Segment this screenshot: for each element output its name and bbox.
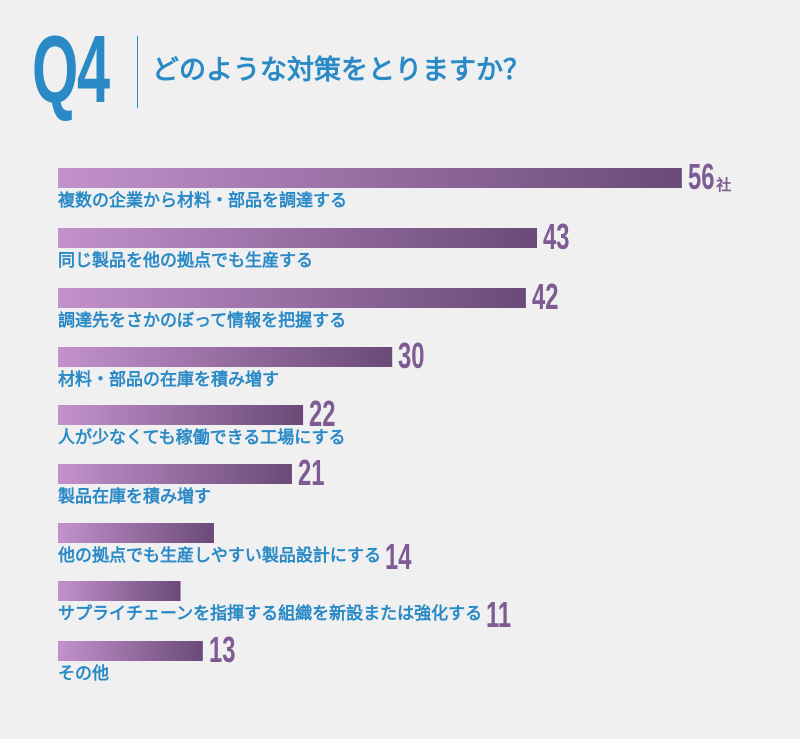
- header-divider: [137, 36, 138, 108]
- question-number: Q4: [32, 16, 110, 123]
- category-label: 材料・部品の在庫を積み増す: [58, 370, 279, 390]
- question-title: どのような対策をとりますか？: [152, 55, 530, 86]
- category-label: サプライチェーンを指揮する組織を新設または強化する: [58, 604, 483, 624]
- value-label: 11: [486, 594, 512, 635]
- value-label: 30: [398, 335, 425, 376]
- value-label: 14: [385, 536, 412, 577]
- value-label: 42: [531, 276, 559, 317]
- bar: [58, 288, 526, 308]
- bar: [58, 464, 292, 484]
- bar: [58, 168, 682, 188]
- category-label: その他: [58, 664, 109, 684]
- bar: [58, 405, 304, 425]
- category-label: 人が少なくても稼働できる工場にする: [58, 428, 346, 448]
- value-label: 13: [208, 629, 236, 670]
- category-label: 調達先をさかのぼって情報を把握する: [58, 311, 347, 331]
- unit-label: 社: [716, 176, 732, 194]
- value-label: 56: [687, 156, 715, 197]
- value-label: 22: [309, 393, 336, 434]
- value-label: 21: [297, 452, 325, 493]
- category-label: 他の拠点でも生産しやすい製品設計にする: [58, 546, 381, 566]
- category-label: 同じ製品を他の拠点でも生産する: [58, 251, 313, 271]
- category-label: 製品在庫を積み増す: [58, 487, 211, 507]
- bar: [58, 347, 393, 367]
- bar: [58, 523, 214, 543]
- value-label: 43: [543, 216, 570, 257]
- bar: [58, 641, 203, 661]
- category-label: 複数の企業から材料・部品を調達する: [58, 191, 347, 211]
- bar: [58, 228, 538, 248]
- bar: [58, 581, 181, 601]
